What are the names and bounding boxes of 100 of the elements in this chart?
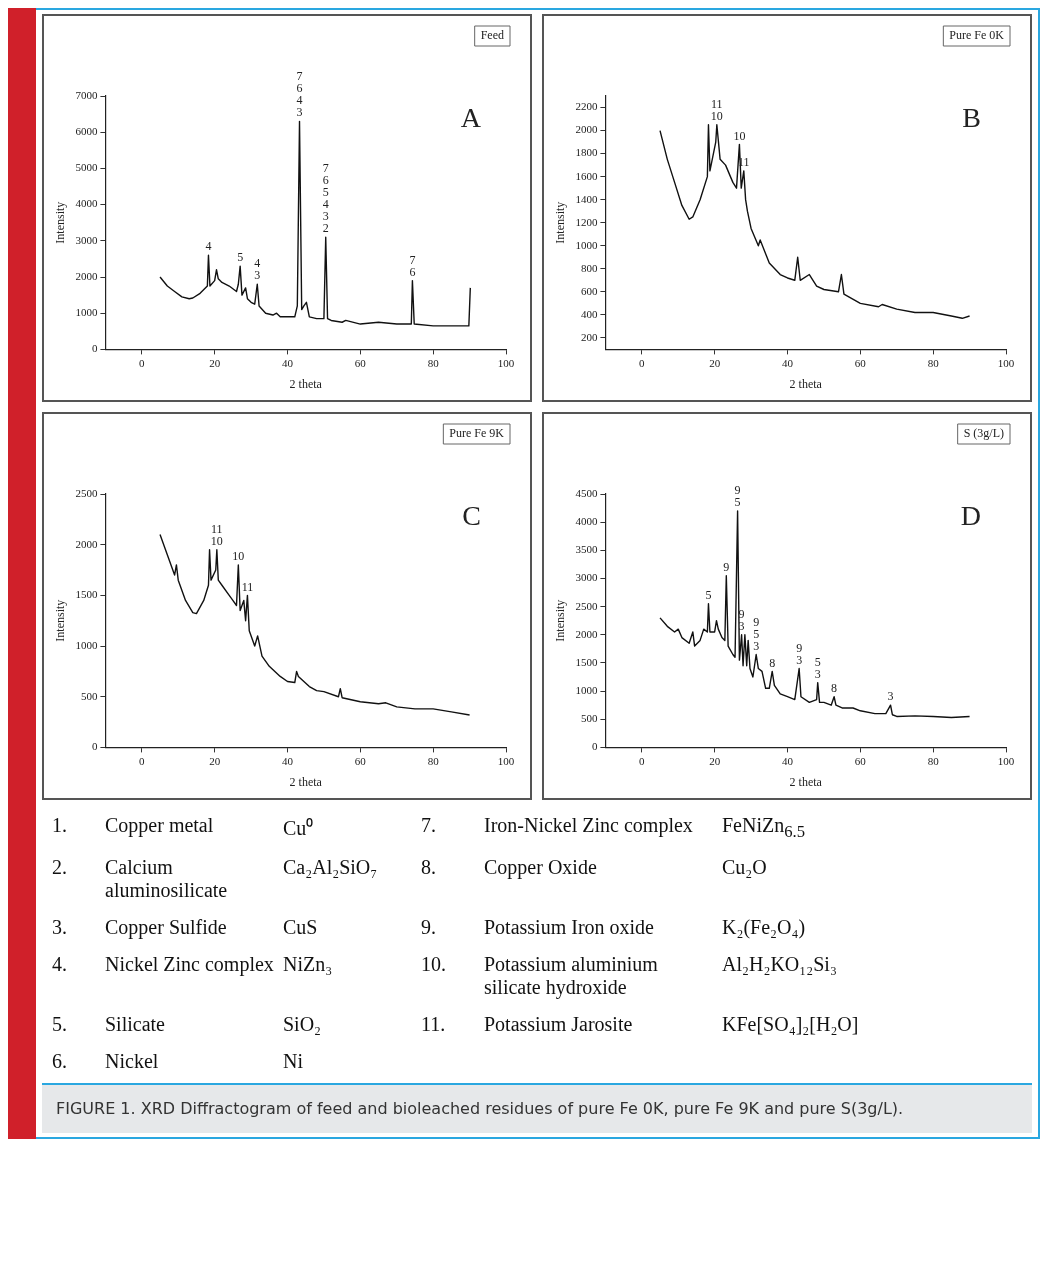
annotation: 11	[241, 579, 254, 594]
annotation: 9 5	[734, 483, 741, 510]
x-tick-label: 0	[139, 754, 146, 767]
y-tick-label: 0	[91, 342, 98, 355]
y-tick-label: 2500	[575, 599, 598, 612]
text: Copper Sulfide	[105, 916, 228, 939]
annotation: 8	[831, 680, 838, 695]
text: 8.	[421, 856, 437, 880]
x-tick-label: 100	[497, 754, 515, 767]
x-tick-label: 60	[854, 356, 867, 369]
text: 9.	[421, 916, 437, 939]
x-axis-title: 2 theta	[789, 774, 823, 789]
y-tick-label: 1400	[575, 192, 598, 205]
y-tick-label: 4500	[575, 486, 598, 499]
text: Nickel	[105, 1050, 160, 1073]
text: Potassium Jarosite	[484, 1013, 634, 1036]
text: Ni	[283, 1050, 304, 1073]
x-tick-label: 60	[354, 754, 367, 767]
y-tick-label: 5000	[75, 161, 98, 174]
y-tick-label: 1500	[575, 655, 598, 668]
x-tick-label: 100	[997, 356, 1015, 369]
y-tick-label: 200	[580, 330, 598, 343]
y-tick-label: 3000	[75, 233, 98, 246]
annotation: 9 3	[738, 606, 745, 633]
text: Copper Oxide	[484, 856, 598, 881]
y-tick-label: 600	[580, 284, 598, 297]
y-tick-label: 1000	[75, 638, 98, 651]
x-tick-label: 0	[139, 356, 146, 369]
caption: FIGURE 1. XRD Diffractogram of feed and bioleached residues of pure Fe 0K, pure Fe 9K and pure S(3g/L).	[56, 1098, 905, 1120]
x-axis-title: 2 theta	[289, 376, 323, 391]
y-tick-label: 500	[580, 712, 598, 725]
text: CuS	[283, 916, 319, 939]
text: Iron-Nickel Zinc complex	[484, 814, 694, 839]
x-tick-label: 80	[927, 754, 940, 767]
text: 11.	[421, 1013, 447, 1036]
annotation: 5	[705, 587, 712, 602]
x-tick-label: 100	[497, 356, 515, 369]
text: Al₂H₂KO₁₂Si₃	[722, 953, 838, 977]
text: Nickel Zinc complex	[105, 953, 275, 978]
y-tick-label: 3000	[575, 571, 598, 584]
x-tick-label: 80	[427, 754, 440, 767]
x-tick-label: 60	[354, 356, 367, 369]
x-tick-label: 0	[639, 754, 646, 767]
annotation: C	[462, 500, 481, 532]
text: 3.	[52, 916, 68, 939]
y-tick-label: 1000	[75, 306, 98, 319]
x-tick-label: 0	[639, 356, 646, 369]
text: SiO₂	[283, 1013, 323, 1036]
text: 2.	[52, 856, 68, 880]
text: S (3g/L)	[963, 426, 1005, 441]
x-tick-label: 20	[209, 754, 221, 767]
y-tick-label: 1000	[575, 683, 598, 696]
x-tick-label: 40	[781, 754, 794, 767]
annotation: 5	[237, 250, 244, 265]
y-axis-title: Intensity	[553, 599, 568, 642]
x-axis-title: 2 theta	[289, 774, 323, 789]
text: Cu⁰	[283, 816, 315, 841]
annotation: 7 6 4 3	[296, 69, 303, 120]
annotation: B	[962, 102, 981, 134]
annotation: 11 10	[210, 521, 223, 548]
text: NiZn₃	[283, 953, 334, 977]
text: Ca₂Al₂SiO₇	[283, 856, 379, 880]
x-tick-label: 20	[709, 754, 721, 767]
x-tick-label: 40	[781, 356, 794, 369]
y-tick-label: 400	[580, 307, 598, 320]
text: FeNiZn$_{6.5}$	[722, 814, 807, 842]
y-tick-label: 1000	[575, 238, 598, 251]
annotation: 4 3	[254, 256, 261, 283]
x-tick-label: 80	[927, 356, 940, 369]
annotation: 9	[723, 559, 730, 574]
y-tick-label: 1600	[575, 169, 598, 182]
text: Copper metal	[105, 814, 215, 839]
text: Pure Fe 9K	[449, 426, 505, 441]
y-tick-label: 2000	[575, 123, 598, 136]
y-tick-label: 4000	[75, 197, 98, 210]
annotation: 7 6	[409, 252, 416, 279]
x-tick-label: 60	[854, 754, 867, 767]
y-axis-title: Intensity	[553, 201, 568, 244]
y-tick-label: 2500	[75, 486, 98, 499]
text: 6.	[52, 1050, 68, 1073]
text: Pure Fe 0K	[949, 28, 1005, 43]
y-tick-label: 500	[80, 689, 98, 702]
y-tick-label: 0	[591, 740, 598, 753]
x-tick-label: 20	[709, 356, 721, 369]
annotation: 4	[205, 239, 212, 254]
text: 7.	[421, 814, 437, 838]
x-tick-label: 20	[209, 356, 221, 369]
text: Calcium aluminosilicate	[105, 856, 229, 902]
y-tick-label: 1500	[75, 588, 98, 601]
text: Silicate	[105, 1013, 166, 1036]
x-tick-label: 40	[281, 754, 294, 767]
text: 1.	[52, 814, 68, 838]
y-tick-label: 3500	[575, 543, 598, 556]
y-axis-title: Intensity	[53, 599, 68, 642]
annotation: D	[960, 500, 981, 532]
text: 4.	[52, 953, 68, 977]
y-tick-label: 7000	[75, 88, 98, 101]
y-axis-title: Intensity	[53, 201, 68, 244]
x-tick-label: 80	[427, 356, 440, 369]
text: 10.	[421, 953, 447, 977]
